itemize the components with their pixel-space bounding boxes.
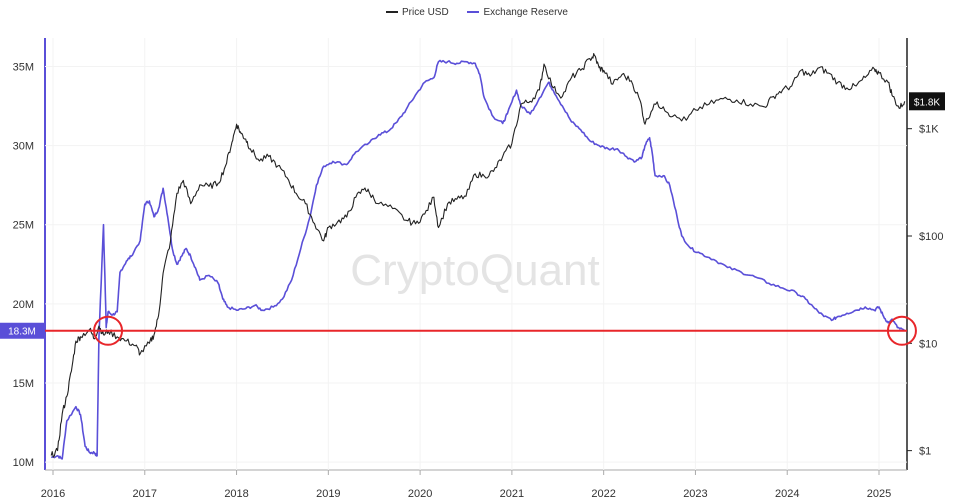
series-line-exchange-reserve [51,59,906,460]
y-right-tick-$100: $100 [919,231,943,243]
x-tick-2019: 2019 [316,488,340,500]
x-axis-ticks: 2016 2017 2018 2019 2020 2021 2022 2023 2024 2025 [41,470,891,500]
chart-legend: Price USD Exchange Reserve [0,5,954,18]
highlight-circle-1 [93,315,124,346]
gridlines [45,38,907,470]
x-tick-2020: 2020 [408,488,432,500]
x-tick-2022: 2022 [591,488,615,500]
legend-item-price[interactable]: Price USD [386,7,449,18]
x-tick-2021: 2021 [500,488,524,500]
y-left-tick-25M: 25M [13,220,34,232]
y-left-tick-30M: 30M [13,141,34,153]
series-lines [50,53,906,460]
current-price-badge [909,92,945,111]
y-left-axis-ticks: 35M 30M 25M 20M 15M 10M [13,61,34,469]
y-right-tick-$1: $1 [919,446,931,458]
legend-label-reserve: Exchange Reserve [483,6,568,18]
x-tick-2024: 2024 [775,488,799,500]
y-left-tick-10M: 10M [13,457,34,469]
current-reserve-label: 18.3M [8,327,36,338]
legend-item-reserve[interactable]: Exchange Reserve [467,7,568,18]
x-tick-2018: 2018 [224,488,248,500]
current-value-badges: 18.3M $1.8K [0,92,945,339]
watermark: CryptoQuant [350,246,599,295]
legend-label-price: Price USD [402,6,449,18]
x-tick-2023: 2023 [683,488,707,500]
series-line-price-usd [50,53,906,458]
y-right-axis-ticks: $1K $100 $10 $1 [907,124,943,458]
x-tick-2025: 2025 [867,488,891,500]
current-reserve-badge [0,322,44,339]
y-right-tick-$1K: $1K [919,124,939,136]
x-tick-2017: 2017 [133,488,157,500]
highlight-circle-2 [886,315,917,346]
reference-marks [45,315,917,346]
x-tick-2016: 2016 [41,488,65,500]
current-price-label: $1.8K [914,97,940,108]
legend-swatch-price [386,11,399,13]
y-right-tick-$10: $10 [919,338,937,350]
y-left-tick-15M: 15M [13,378,34,390]
y-left-tick-35M: 35M [13,61,34,73]
y-left-tick-20M: 20M [13,299,34,311]
legend-swatch-reserve [467,11,480,13]
